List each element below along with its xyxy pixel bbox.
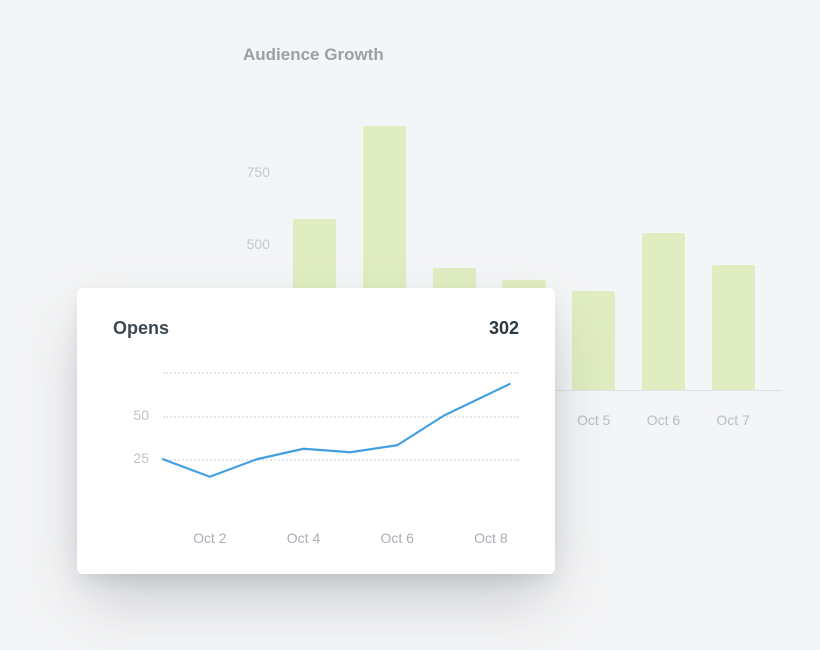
audience-xtick: Oct 6 [633,412,693,428]
audience-growth-title: Audience Growth [243,45,384,65]
audience-bar [572,291,615,390]
audience-xtick: Oct 5 [564,412,624,428]
audience-bar [712,265,755,390]
audience-xtick: Oct 7 [703,412,763,428]
opens-card: Opens3022550Oct 2Oct 4Oct 6Oct 8 [77,288,555,574]
audience-ytick: 500 [230,236,270,252]
audience-bar [642,233,685,390]
audience-ytick: 750 [230,164,270,180]
opens-polyline [163,384,510,477]
opens-line-chart [77,288,555,574]
